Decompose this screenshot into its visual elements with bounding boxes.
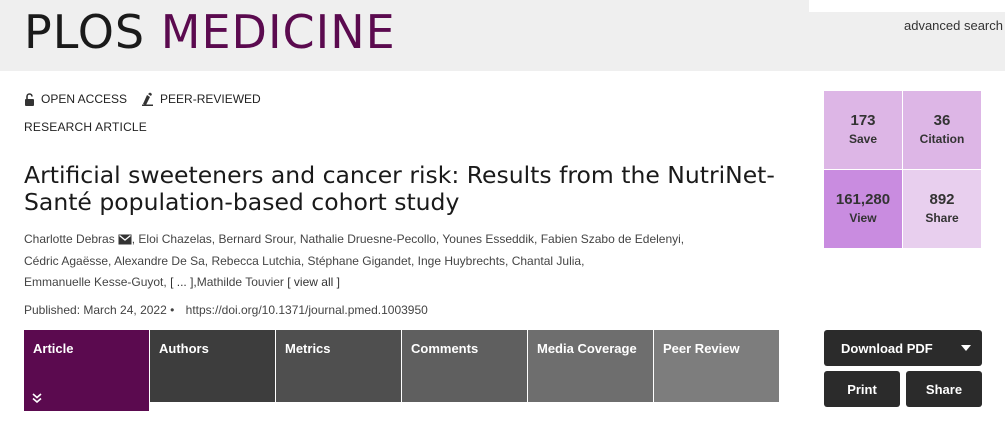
citation-metric[interactable]: 36 Citation bbox=[903, 91, 981, 169]
logo-plos: PLOS bbox=[24, 5, 146, 59]
share-button[interactable]: Share bbox=[906, 371, 982, 407]
tab-media-coverage[interactable]: Media Coverage bbox=[528, 330, 654, 402]
tab-label: Metrics bbox=[285, 341, 331, 356]
share-metric[interactable]: 892 Share bbox=[903, 170, 981, 248]
tab-comments[interactable]: Comments bbox=[402, 330, 528, 402]
citation-count: 36 bbox=[933, 112, 951, 129]
author-link[interactable]: Cédric Agaësse, bbox=[24, 253, 112, 268]
caret-down-icon[interactable] bbox=[961, 345, 971, 351]
tab-article[interactable]: Article bbox=[24, 330, 150, 411]
published-date: Published: March 24, 2022 bbox=[24, 303, 167, 317]
open-access-badge: OPEN ACCESS bbox=[24, 92, 127, 106]
author-link[interactable]: Chantal Julia, bbox=[511, 253, 585, 268]
author-list: Charlotte Debras, Eloi Chazelas, Bernard… bbox=[24, 232, 685, 289]
tab-label: Article bbox=[33, 341, 74, 356]
download-pdf-label: Download PDF bbox=[841, 340, 933, 356]
view-all-authors-link[interactable]: [ view all ] bbox=[287, 275, 340, 289]
save-label: Save bbox=[848, 132, 878, 146]
author-name[interactable]: Charlotte Debras bbox=[24, 232, 115, 246]
email-icon[interactable] bbox=[118, 234, 132, 245]
authors-ellipsis[interactable]: [ ... ], bbox=[170, 275, 197, 289]
author-link[interactable]: Charlotte Debras bbox=[24, 232, 132, 246]
peer-reviewed-icon bbox=[142, 92, 154, 106]
doi-link[interactable]: https://doi.org/10.1371/journal.pmed.100… bbox=[185, 303, 428, 317]
tab-authors[interactable]: Authors bbox=[150, 330, 276, 402]
advanced-search-link[interactable]: advanced search bbox=[903, 18, 1003, 33]
view-metric[interactable]: 161,280 View bbox=[824, 170, 902, 248]
share-button-label: Share bbox=[925, 381, 963, 397]
author-link[interactable]: Stéphane Gigandet, bbox=[307, 253, 415, 268]
author-link[interactable]: Alexandre De Sa, bbox=[114, 253, 209, 268]
author-link[interactable]: Nathalie Druesne-Pecollo, bbox=[299, 232, 440, 246]
view-count: 161,280 bbox=[835, 191, 891, 208]
print-label: Print bbox=[847, 381, 877, 397]
download-pdf-button[interactable]: Download PDF bbox=[824, 330, 982, 366]
article-type: RESEARCH ARTICLE bbox=[24, 120, 148, 134]
tab-label: Media Coverage bbox=[537, 341, 637, 356]
author-link[interactable]: Bernard Srour, bbox=[218, 232, 297, 246]
share-count: 892 bbox=[929, 191, 955, 208]
logo-medicine: MEDICINE bbox=[160, 5, 396, 59]
author-link[interactable]: Emmanuelle Kesse-Guyot, bbox=[24, 275, 167, 289]
site-header: PLOS MEDICINE advanced search bbox=[0, 0, 1005, 71]
double-chevron-down-icon bbox=[32, 393, 42, 403]
open-access-label: OPEN ACCESS bbox=[41, 92, 128, 106]
save-count: 173 bbox=[850, 112, 876, 129]
author-link[interactable]: Younes Esseddik, bbox=[442, 232, 538, 246]
author-link[interactable]: Inge Huybrechts, bbox=[417, 253, 509, 268]
author-link[interactable]: Rebecca Lutchia, bbox=[211, 253, 305, 268]
article-metrics: 173 Save 36 Citation 161,280 View 892 Sh… bbox=[824, 91, 981, 248]
save-metric[interactable]: 173 Save bbox=[824, 91, 902, 169]
peer-reviewed-label: PEER-REVIEWED bbox=[160, 92, 261, 106]
peer-reviewed-badge: PEER-REVIEWED bbox=[141, 92, 261, 106]
author-link[interactable]: Fabien Szabo de Edelenyi, bbox=[540, 232, 685, 246]
unlock-icon bbox=[25, 92, 34, 106]
publication-info: Published: March 24, 2022 • https://doi.… bbox=[24, 303, 428, 317]
share-label: Share bbox=[925, 211, 959, 225]
print-button[interactable]: Print bbox=[824, 371, 900, 407]
tab-label: Authors bbox=[159, 341, 209, 356]
author-link[interactable]: Mathilde Touvier bbox=[196, 275, 284, 289]
search-input[interactable] bbox=[809, 0, 1005, 12]
citation-label: Citation bbox=[919, 132, 965, 146]
article-title: Artificial sweeteners and cancer risk: R… bbox=[24, 161, 775, 216]
plos-medicine-logo[interactable]: PLOS MEDICINE bbox=[24, 6, 396, 58]
author-link[interactable]: Eloi Chazelas, bbox=[138, 232, 216, 246]
tab-metrics[interactable]: Metrics bbox=[276, 330, 402, 402]
view-label: View bbox=[849, 211, 877, 225]
tab-peer-review[interactable]: Peer Review bbox=[654, 330, 780, 402]
article-tabs: Article Authors Metrics Comments Media C… bbox=[24, 330, 780, 411]
tab-label: Peer Review bbox=[663, 341, 740, 356]
access-badges: OPEN ACCESS PEER-REVIEWED bbox=[24, 92, 275, 106]
tab-label: Comments bbox=[411, 341, 479, 356]
